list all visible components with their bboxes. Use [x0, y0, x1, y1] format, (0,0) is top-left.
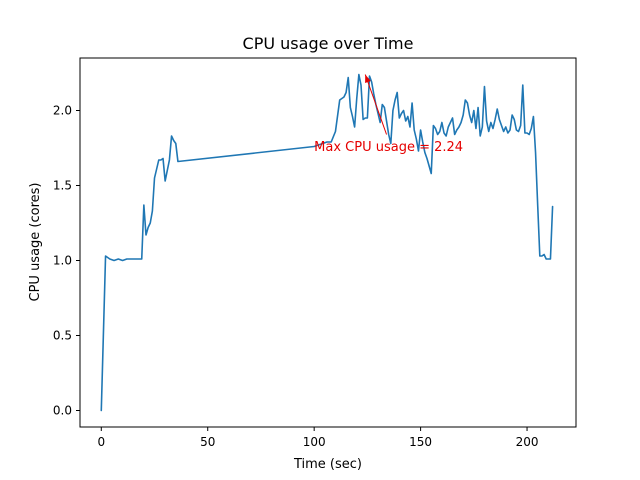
y-tick-label: 0.0: [53, 404, 72, 418]
annotation-arrow: [364, 74, 388, 135]
y-tick-label: 2.0: [53, 104, 72, 118]
series-layer: [100, 73, 554, 412]
y-axis-label: CPU usage (cores): [28, 183, 43, 302]
y-tick-label: 1.5: [53, 179, 72, 193]
plot-area: Max CPU usage = 2.24 0 50 100 150 200 0.0 0.5…: [53, 57, 577, 449]
annotation-layer: Max CPU usage = 2.24: [314, 74, 463, 155]
x-axis-label: Time (sec): [293, 457, 362, 472]
x-tick-label: 100: [303, 435, 326, 449]
y-tick-label: 0.5: [53, 329, 72, 343]
annotation-text: Max CPU usage = 2.24: [314, 140, 463, 155]
x-tick-label: 200: [516, 435, 539, 449]
plot-frame: [79, 57, 577, 428]
chart-title: CPU usage over Time: [243, 34, 414, 53]
y-axis: 0.0 0.5 1.0 1.5 2.0: [53, 104, 80, 418]
x-axis: 0 50 100 150 200: [97, 427, 538, 449]
x-tick-label: 0: [97, 435, 105, 449]
x-tick-label: 150: [409, 435, 432, 449]
x-tick-label: 50: [200, 435, 215, 449]
series-line-0: [100, 73, 554, 412]
y-tick-label: 1.0: [53, 254, 72, 268]
annotation-arrowhead: [365, 74, 371, 84]
